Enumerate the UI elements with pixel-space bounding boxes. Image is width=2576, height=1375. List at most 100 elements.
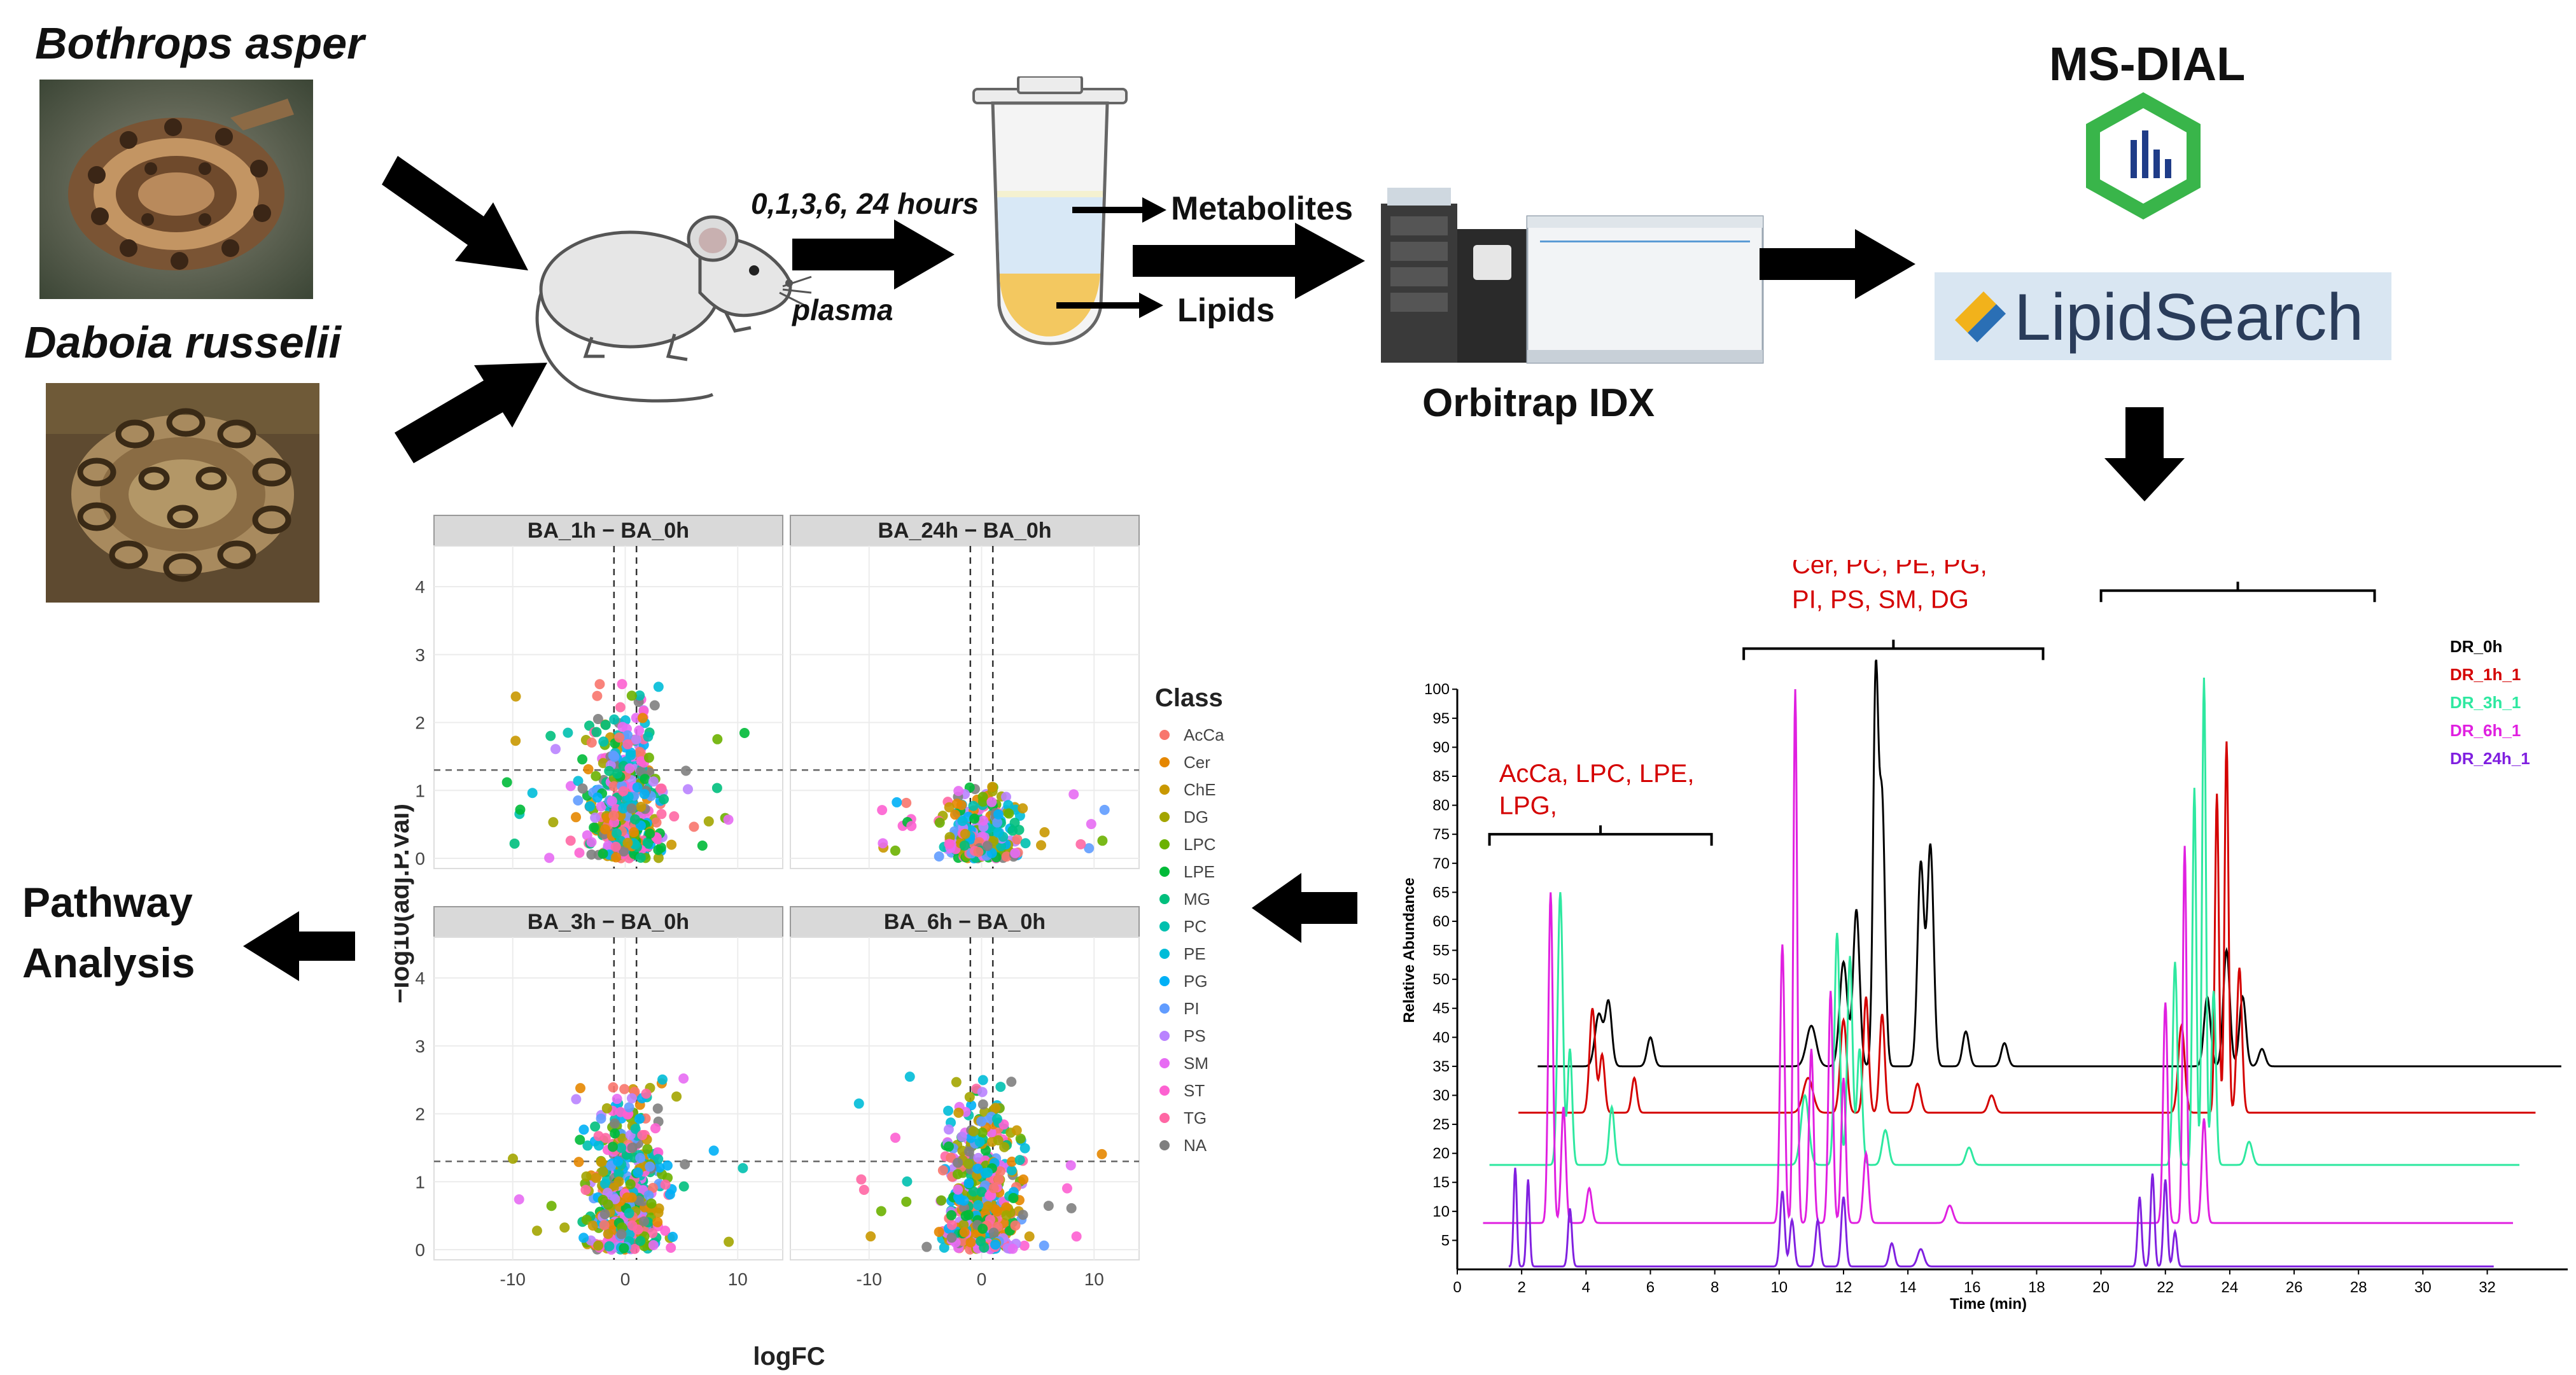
data-point — [987, 781, 998, 792]
y-tick-label: 85 — [1432, 768, 1450, 785]
legend-swatch — [1159, 757, 1170, 767]
data-point — [1036, 840, 1047, 851]
data-point — [680, 765, 691, 776]
y-tick-label: 75 — [1432, 826, 1450, 843]
x-tick-label: 22 — [2157, 1279, 2174, 1296]
y-tick-label: 65 — [1432, 884, 1450, 901]
data-point — [689, 821, 699, 832]
data-point — [626, 803, 637, 814]
legend-swatch — [1159, 730, 1170, 740]
y-tick-label: 80 — [1432, 797, 1450, 814]
legend-label: DG — [1184, 807, 1208, 827]
data-point — [617, 679, 627, 690]
data-point — [573, 1157, 584, 1168]
annotation-group-3-line2: DG, TG — [2239, 560, 2327, 562]
metabolites-label: Metabolites — [1171, 190, 1354, 227]
data-point — [653, 681, 664, 692]
data-point — [563, 727, 573, 738]
data-point — [1004, 808, 1014, 819]
data-point — [977, 1127, 988, 1138]
data-point — [902, 1176, 913, 1187]
data-point — [565, 781, 576, 792]
data-point — [671, 1091, 682, 1102]
panel-title: BA_1h − BA_0h — [528, 519, 689, 543]
data-point — [630, 1124, 641, 1134]
data-point — [591, 1173, 601, 1183]
chromatogram-figure: 5101520253035404550556065707580859095100… — [1401, 560, 2568, 1313]
data-point — [963, 1146, 974, 1157]
data-point — [609, 714, 620, 725]
data-point — [635, 853, 646, 863]
data-point — [610, 841, 621, 852]
data-point — [583, 764, 594, 774]
panel-title: BA_24h − BA_0h — [878, 519, 1051, 543]
data-point — [611, 852, 622, 863]
data-point — [616, 1229, 627, 1239]
data-point — [669, 811, 680, 822]
data-point — [990, 1103, 1001, 1113]
data-point — [648, 776, 659, 787]
data-point — [643, 752, 654, 763]
data-point — [978, 815, 989, 826]
data-point — [624, 763, 635, 774]
data-point — [575, 1134, 585, 1145]
data-point — [622, 837, 633, 848]
data-point — [645, 1161, 655, 1172]
data-point — [1020, 838, 1031, 849]
data-point — [599, 1178, 610, 1189]
data-point — [640, 774, 650, 785]
panel-title: BA_6h − BA_0h — [884, 910, 1046, 934]
data-point — [977, 792, 988, 802]
legend-label: LPC — [1184, 835, 1216, 854]
annotation-group-2-line2: PI, PS, SM, DG — [1792, 586, 1969, 614]
lipidsearch-icon — [1955, 291, 2006, 342]
data-point — [876, 1206, 886, 1217]
legend-swatch — [1159, 839, 1170, 849]
legend-label: PC — [1184, 917, 1207, 936]
legend-swatch — [1159, 1113, 1170, 1123]
snake-photo-bothrops — [39, 80, 313, 299]
data-point — [590, 1121, 601, 1132]
data-point — [1018, 803, 1028, 814]
data-point — [983, 1201, 993, 1211]
data-point — [581, 1171, 592, 1182]
data-point — [680, 1159, 690, 1169]
data-point — [1006, 1165, 1017, 1176]
data-point — [953, 1107, 964, 1118]
annotation-group-1-line2: LPG, — [1499, 792, 1557, 820]
arrow-tube-to-instrument — [1133, 223, 1365, 299]
data-point — [1014, 825, 1025, 835]
data-point — [953, 1184, 963, 1195]
data-point — [973, 1200, 984, 1211]
data-point — [527, 788, 538, 799]
y-tick-label: 30 — [1432, 1087, 1450, 1104]
x-tick-label: 10 — [1084, 1269, 1104, 1289]
data-point — [1024, 1231, 1035, 1242]
data-point — [544, 853, 555, 863]
panel-header — [790, 906, 1140, 938]
mouse-illustration — [535, 215, 812, 403]
volcano-plot-figure: BA_1h − BA_0h 0 1 2 3 4 BA_24h − BA_0h BA_3h − … — [395, 515, 1224, 1371]
data-point — [546, 1201, 557, 1211]
data-point — [548, 817, 559, 828]
data-point — [618, 803, 629, 814]
data-point — [890, 1133, 901, 1143]
data-point — [559, 1222, 570, 1233]
data-point — [659, 794, 669, 805]
data-point — [631, 734, 641, 745]
data-point — [664, 1189, 675, 1200]
data-point — [963, 1178, 974, 1189]
y-tick-label: 55 — [1432, 942, 1450, 960]
data-point — [960, 828, 970, 839]
legend-label: AcCa — [1184, 725, 1224, 744]
trace-DR_24h_1 — [1508, 1168, 2494, 1267]
y-tick-label: 40 — [1432, 1029, 1450, 1046]
arrow-to-pathway-analysis — [243, 911, 355, 981]
data-point — [598, 848, 608, 859]
y-tick-label: 4 — [415, 577, 425, 597]
data-point — [901, 797, 912, 808]
data-point — [739, 728, 750, 739]
data-point — [614, 732, 625, 743]
data-point — [598, 1166, 608, 1177]
data-point — [1014, 1155, 1025, 1166]
